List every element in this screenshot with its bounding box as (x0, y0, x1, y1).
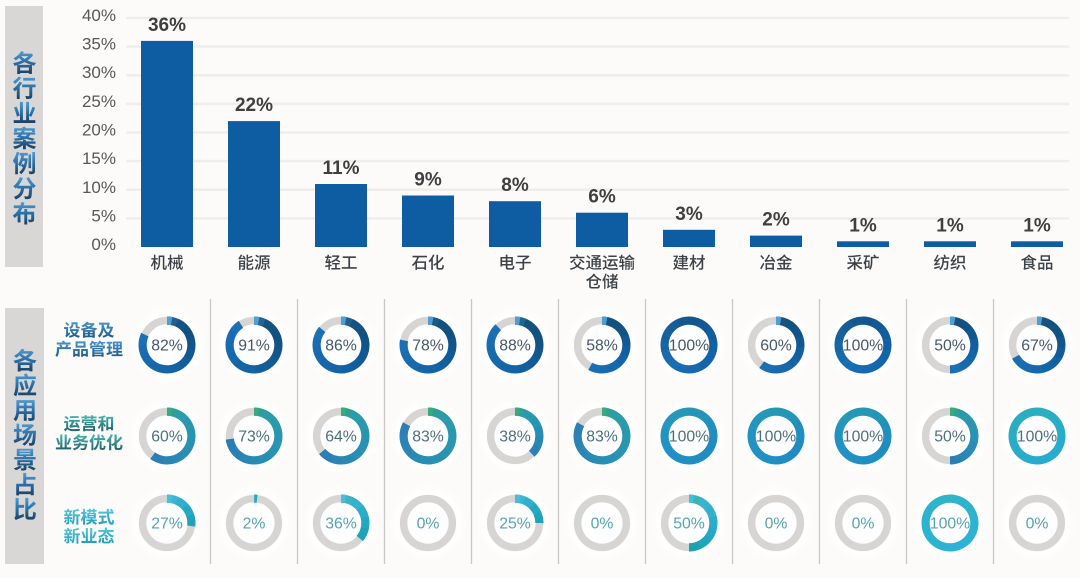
svg-text:78%: 78% (412, 338, 444, 355)
svg-text:83%: 83% (412, 429, 444, 446)
svg-text:27%: 27% (151, 516, 183, 533)
svg-text:86%: 86% (325, 338, 357, 355)
svg-text:50%: 50% (673, 516, 705, 533)
svg-text:100%: 100% (669, 429, 709, 446)
svg-text:0%: 0% (417, 516, 440, 533)
svg-text:1%: 1% (1023, 215, 1051, 236)
svg-text:25%: 25% (82, 92, 116, 111)
svg-text:0%: 0% (852, 516, 875, 533)
svg-text:22%: 22% (235, 95, 273, 116)
svg-text:83%: 83% (586, 429, 618, 446)
svg-text:20%: 20% (82, 121, 116, 140)
svg-text:36%: 36% (148, 15, 186, 36)
svg-text:1%: 1% (936, 215, 964, 236)
svg-text:60%: 60% (760, 338, 792, 355)
svg-text:2%: 2% (762, 210, 790, 231)
svg-text:60%: 60% (151, 429, 183, 446)
svg-text:100%: 100% (669, 338, 709, 355)
svg-text:0%: 0% (591, 516, 614, 533)
svg-text:11%: 11% (323, 158, 360, 179)
svg-text:88%: 88% (499, 338, 531, 355)
svg-text:2%: 2% (243, 516, 266, 533)
svg-text:64%: 64% (325, 429, 357, 446)
svg-text:30%: 30% (82, 63, 116, 82)
svg-text:0%: 0% (1026, 516, 1049, 533)
svg-text:15%: 15% (82, 149, 116, 168)
svg-text:36%: 36% (325, 516, 357, 533)
svg-text:35%: 35% (82, 35, 116, 54)
svg-text:91%: 91% (238, 338, 270, 355)
svg-text:67%: 67% (1021, 338, 1053, 355)
svg-text:100%: 100% (756, 429, 796, 446)
svg-text:8%: 8% (501, 175, 529, 196)
svg-text:82%: 82% (151, 338, 183, 355)
svg-text:100%: 100% (930, 516, 970, 533)
svg-text:40%: 40% (82, 6, 116, 25)
svg-text:1%: 1% (849, 215, 877, 236)
svg-text:0%: 0% (91, 235, 116, 254)
svg-text:0%: 0% (765, 516, 788, 533)
svg-text:50%: 50% (934, 429, 966, 446)
svg-text:25%: 25% (499, 516, 531, 533)
svg-text:58%: 58% (586, 338, 618, 355)
svg-text:10%: 10% (82, 178, 116, 197)
svg-text:100%: 100% (843, 429, 883, 446)
svg-text:100%: 100% (843, 338, 883, 355)
svg-text:6%: 6% (588, 187, 616, 208)
svg-text:5%: 5% (91, 206, 116, 225)
svg-text:50%: 50% (934, 338, 966, 355)
svg-text:9%: 9% (414, 170, 442, 191)
svg-text:3%: 3% (675, 204, 703, 225)
svg-text:73%: 73% (238, 429, 270, 446)
svg-text:38%: 38% (499, 429, 531, 446)
svg-text:100%: 100% (1017, 429, 1057, 446)
